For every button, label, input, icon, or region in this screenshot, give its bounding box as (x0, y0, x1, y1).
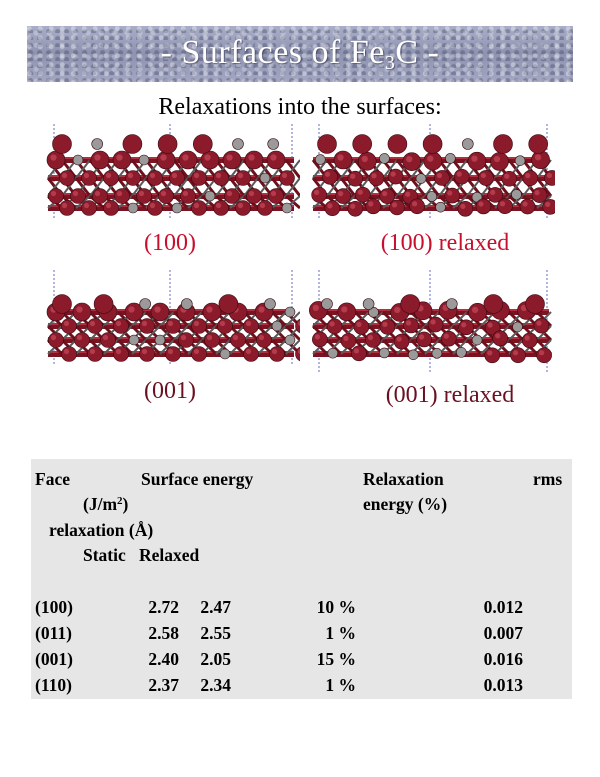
structure-100 (40, 122, 300, 222)
cell-relax-energy: 15 % (316, 649, 356, 669)
cell-face: (011) (35, 623, 72, 643)
surface-energy-table: Face Surface energy Relaxation rms (J/m2… (31, 459, 572, 699)
cell-face: (001) (35, 649, 73, 669)
caption-100: (100) (144, 230, 196, 256)
structure-100-relaxed-image (311, 124, 555, 218)
caption-100-relaxed: (100) relaxed (380, 230, 510, 256)
page-title: - Surfaces of Fe3C - (161, 34, 440, 75)
structure-001-image (46, 270, 300, 364)
section-subtitle: Relaxations into the surfaces: (158, 94, 442, 120)
structure-001-relaxed-image (309, 270, 553, 374)
caption-001-relaxed: (001) relaxed (385, 382, 515, 408)
structure-100-image (46, 124, 300, 218)
header-relaxation: Relaxation (363, 469, 444, 489)
header-static: Static (83, 545, 126, 565)
structure-100-relaxed (305, 122, 565, 222)
cell-face: (100) (35, 597, 73, 617)
caption-001: (001) (144, 378, 196, 404)
title-prefix: - Surfaces of Fe (160, 33, 385, 71)
cell-static: 2.58 (148, 623, 179, 643)
header-energy-unit: (J/m2) (83, 494, 129, 514)
cell-rms: 0.016 (483, 649, 523, 669)
cell-relax-energy: 1 % (325, 623, 356, 643)
cell-rms: 0.013 (483, 675, 523, 695)
header-face: Face (35, 469, 70, 489)
cell-relaxed: 2.47 (200, 597, 231, 617)
cell-static: 2.72 (148, 597, 179, 617)
title-subscript: 3 (384, 51, 396, 74)
title-suffix: C - (395, 33, 440, 71)
header-relaxed: Relaxed (139, 545, 200, 565)
cell-relax-energy: 10 % (316, 597, 356, 617)
cell-face: (110) (35, 675, 72, 695)
cell-static: 2.40 (148, 649, 179, 669)
cell-relax-energy: 1 % (325, 675, 356, 695)
cell-relaxed: 2.55 (200, 623, 231, 643)
cell-rms: 0.012 (483, 597, 523, 617)
structure-001 (40, 268, 300, 368)
structure-001-relaxed (305, 268, 565, 374)
header-surface-energy: Surface energy (141, 469, 254, 489)
cell-relaxed: 2.34 (200, 675, 231, 695)
cell-relaxed: 2.05 (200, 649, 231, 669)
cell-rms: 0.007 (483, 623, 523, 643)
cell-static: 2.37 (148, 675, 179, 695)
header-rms: rms (533, 469, 563, 489)
header-relaxation-unit: relaxation (Å) (49, 520, 154, 540)
header-energy-pct: energy (%) (363, 494, 448, 514)
title-banner: - Surfaces of Fe3C - (27, 26, 573, 82)
